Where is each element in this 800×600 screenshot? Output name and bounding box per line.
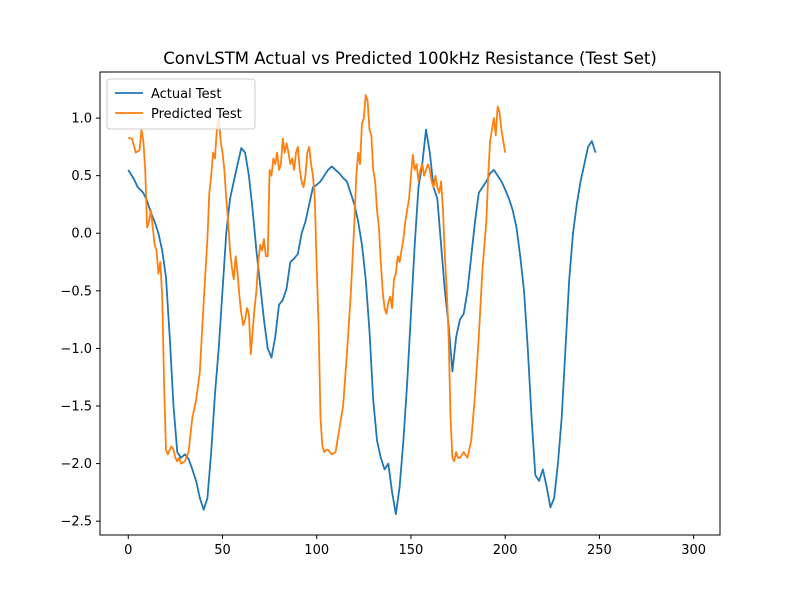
y-tick-label: −2.5 [60, 515, 92, 530]
legend-box [106, 78, 256, 130]
y-tick-label: 1.0 [71, 112, 92, 127]
y-tick-label: −1.0 [60, 342, 92, 357]
x-tick-label: 100 [304, 543, 329, 558]
x-axis: 0 50 100 150 200 250 300 [124, 535, 706, 558]
y-tick-label: 0.5 [71, 169, 92, 184]
series-line-predicted [128, 94, 507, 465]
x-tick-label: 300 [681, 543, 706, 558]
y-tick-label: 0.0 [71, 227, 92, 242]
y-tick-label: −1.5 [60, 400, 92, 415]
y-tick-label: −0.5 [60, 284, 92, 299]
series-layer [127, 94, 597, 516]
legend-label: Predicted Test [151, 107, 242, 122]
x-tick-label: 250 [587, 543, 612, 558]
series-line-actual [127, 128, 597, 516]
legend: Actual Test Predicted Test [106, 78, 256, 130]
y-tick-label: −2.0 [60, 457, 92, 472]
legend-label: Actual Test [151, 87, 221, 102]
x-tick-label: 50 [214, 543, 231, 558]
x-tick-label: 0 [124, 543, 132, 558]
chart-title: ConvLSTM Actual vs Predicted 100kHz Resi… [163, 49, 657, 68]
plot-area [99, 71, 721, 536]
x-tick-label: 150 [399, 543, 424, 558]
x-tick-label: 200 [493, 543, 518, 558]
plot-frame [99, 71, 721, 536]
y-axis: −2.5 −2.0 −1.5 −1.0 −0.5 0.0 0.5 1.0 [60, 112, 100, 530]
